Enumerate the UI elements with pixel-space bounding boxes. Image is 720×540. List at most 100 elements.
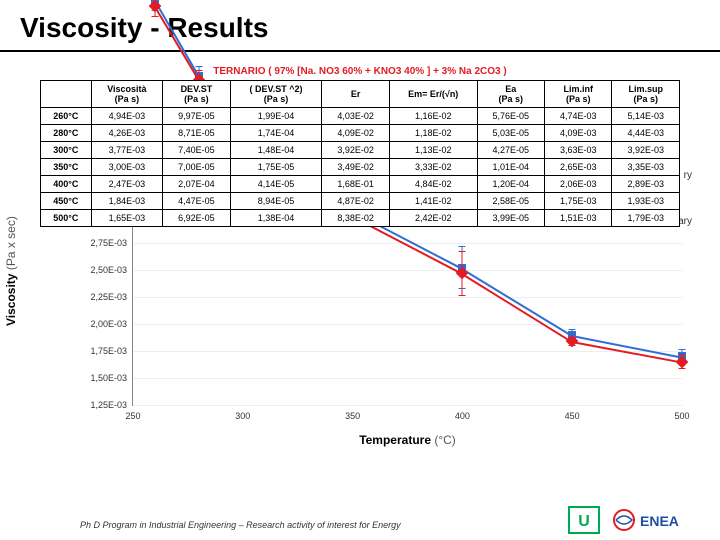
col-header: Lim.inf(Pa s) bbox=[545, 81, 612, 108]
y-tick: 2,75E-03 bbox=[61, 238, 127, 248]
chart-line-segment bbox=[462, 273, 573, 343]
chart-plot-area: Temperature (°C) 1,25E-031,50E-031,75E-0… bbox=[132, 216, 682, 406]
table-cell: 4,87E-02 bbox=[322, 193, 389, 210]
col-header: Em= Er/(√n) bbox=[389, 81, 477, 108]
table-cell: 5,76E-05 bbox=[477, 108, 544, 125]
table-cell: 1,74E-04 bbox=[230, 125, 322, 142]
table-cell: 450°C bbox=[41, 193, 92, 210]
table-cell: 8,94E-05 bbox=[230, 193, 322, 210]
table-cell: 1,16E-02 bbox=[389, 108, 477, 125]
table-cell: 4,14E-05 bbox=[230, 176, 322, 193]
y-tick: 1,25E-03 bbox=[61, 400, 127, 410]
x-tick: 500 bbox=[674, 411, 689, 421]
y-tick: 2,00E-03 bbox=[61, 319, 127, 329]
col-header: DEV.ST(Pa s) bbox=[163, 81, 230, 108]
chart-line-segment bbox=[572, 335, 682, 359]
table-caption: TERNARIO ( 97% [Na. NO3 60% + KNO3 40% ]… bbox=[40, 66, 680, 77]
table-cell: 1,01E-04 bbox=[477, 159, 544, 176]
x-tick: 400 bbox=[455, 411, 470, 421]
x-tick: 350 bbox=[345, 411, 360, 421]
table-cell: 2,47E-03 bbox=[91, 176, 163, 193]
svg-text:ENEA: ENEA bbox=[640, 513, 679, 529]
table-cell: 8,38E-02 bbox=[322, 210, 389, 227]
table-cell: 4,74E-03 bbox=[545, 108, 612, 125]
table-cell: 1,13E-02 bbox=[389, 142, 477, 159]
table-cell: 300°C bbox=[41, 142, 92, 159]
footer-text: Ph D Program in Industrial Engineering –… bbox=[80, 520, 401, 530]
chart-line-segment bbox=[462, 268, 573, 337]
col-header: Ea(Pa s) bbox=[477, 81, 544, 108]
table-cell: 2,58E-05 bbox=[477, 193, 544, 210]
table-cell: 1,41E-02 bbox=[389, 193, 477, 210]
table-cell: 3,77E-03 bbox=[91, 142, 163, 159]
table-cell: 1,79E-03 bbox=[612, 210, 680, 227]
table-cell: 3,35E-03 bbox=[612, 159, 680, 176]
table-row: 350°C3,00E-037,00E-051,75E-053,49E-023,3… bbox=[41, 159, 680, 176]
x-tick: 300 bbox=[235, 411, 250, 421]
table-cell: 400°C bbox=[41, 176, 92, 193]
table-cell: 3,63E-03 bbox=[545, 142, 612, 159]
table-cell: 1,65E-03 bbox=[91, 210, 163, 227]
table-cell: 7,40E-05 bbox=[163, 142, 230, 159]
table-cell: 4,84E-02 bbox=[389, 176, 477, 193]
table-cell: 2,65E-03 bbox=[545, 159, 612, 176]
col-header bbox=[41, 81, 92, 108]
col-header: Viscosità(Pa s) bbox=[91, 81, 163, 108]
table-cell: 4,03E-02 bbox=[322, 108, 389, 125]
table-cell: 4,47E-05 bbox=[163, 193, 230, 210]
table-cell: 5,03E-05 bbox=[477, 125, 544, 142]
table-cell: 4,26E-03 bbox=[91, 125, 163, 142]
x-tick: 250 bbox=[125, 411, 140, 421]
table-cell: 4,09E-02 bbox=[322, 125, 389, 142]
table-cell: 1,75E-03 bbox=[545, 193, 612, 210]
y-tick: 1,50E-03 bbox=[61, 373, 127, 383]
x-tick: 450 bbox=[565, 411, 580, 421]
table-row: 500°C1,65E-036,92E-051,38E-048,38E-022,4… bbox=[41, 210, 680, 227]
y-axis-label: Viscosity (Pa x sec) bbox=[4, 216, 18, 326]
university-logo: U bbox=[568, 506, 600, 534]
svg-text:U: U bbox=[578, 513, 590, 530]
col-header: Er bbox=[322, 81, 389, 108]
table-row: 280°C4,26E-038,71E-051,74E-044,09E-021,1… bbox=[41, 125, 680, 142]
table-cell: 3,49E-02 bbox=[322, 159, 389, 176]
y-tick: 2,50E-03 bbox=[61, 265, 127, 275]
table-cell: 1,18E-02 bbox=[389, 125, 477, 142]
table-cell: 9,97E-05 bbox=[163, 108, 230, 125]
table-cell: 1,51E-03 bbox=[545, 210, 612, 227]
results-table: Viscosità(Pa s)DEV.ST(Pa s)( DEV.ST ^2)(… bbox=[40, 80, 680, 227]
table-cell: 4,44E-03 bbox=[612, 125, 680, 142]
table-cell: 2,89E-03 bbox=[612, 176, 680, 193]
table-cell: 2,07E-04 bbox=[163, 176, 230, 193]
results-table-container: TERNARIO ( 97% [Na. NO3 60% + KNO3 40% ]… bbox=[40, 66, 680, 227]
table-cell: 4,94E-03 bbox=[91, 108, 163, 125]
table-cell: 1,68E-01 bbox=[322, 176, 389, 193]
table-cell: 7,00E-05 bbox=[163, 159, 230, 176]
table-cell: 1,48E-04 bbox=[230, 142, 322, 159]
table-cell: 1,99E-04 bbox=[230, 108, 322, 125]
viscosity-chart: Viscosity (Pa x sec) Temperature (°C) 1,… bbox=[38, 216, 702, 456]
table-cell: 1,38E-04 bbox=[230, 210, 322, 227]
table-cell: 3,33E-02 bbox=[389, 159, 477, 176]
table-row: 260°C4,94E-039,97E-051,99E-044,03E-021,1… bbox=[41, 108, 680, 125]
col-header: ( DEV.ST ^2)(Pa s) bbox=[230, 81, 322, 108]
table-cell: 2,06E-03 bbox=[545, 176, 612, 193]
table-cell: 260°C bbox=[41, 108, 92, 125]
table-cell: 350°C bbox=[41, 159, 92, 176]
col-header: Lim.sup(Pa s) bbox=[612, 81, 680, 108]
table-row: 300°C3,77E-037,40E-051,48E-043,92E-021,1… bbox=[41, 142, 680, 159]
table-cell: 5,14E-03 bbox=[612, 108, 680, 125]
table-cell: 3,92E-03 bbox=[612, 142, 680, 159]
table-cell: 8,71E-05 bbox=[163, 125, 230, 142]
table-row: 450°C1,84E-034,47E-058,94E-054,87E-021,4… bbox=[41, 193, 680, 210]
x-axis-label: Temperature (°C) bbox=[359, 433, 456, 447]
table-cell: 1,84E-03 bbox=[91, 193, 163, 210]
table-cell: 4,27E-05 bbox=[477, 142, 544, 159]
table-cell: 4,09E-03 bbox=[545, 125, 612, 142]
y-tick: 1,75E-03 bbox=[61, 346, 127, 356]
table-cell: 2,42E-02 bbox=[389, 210, 477, 227]
table-cell: 1,20E-04 bbox=[477, 176, 544, 193]
table-cell: 3,99E-05 bbox=[477, 210, 544, 227]
y-tick: 2,25E-03 bbox=[61, 292, 127, 302]
table-cell: 500°C bbox=[41, 210, 92, 227]
table-cell: 3,92E-02 bbox=[322, 142, 389, 159]
